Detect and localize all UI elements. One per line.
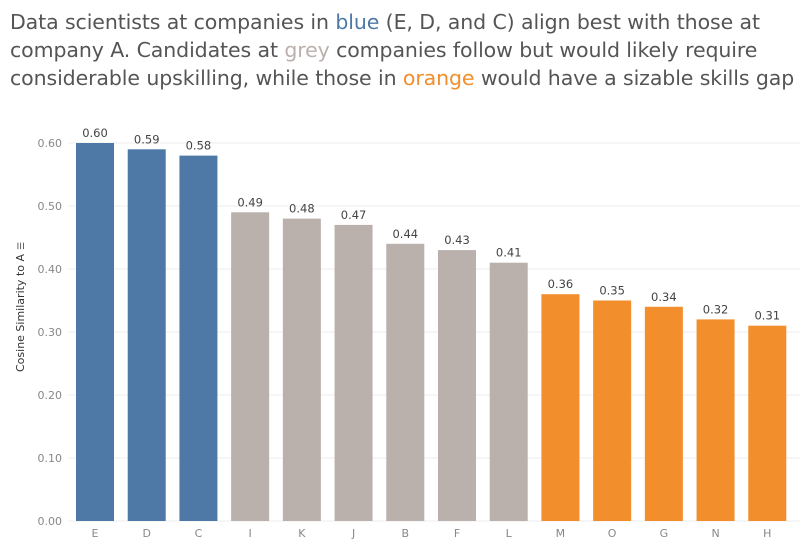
bar-K[interactable] bbox=[282, 218, 321, 521]
x-tick-label-H: H bbox=[763, 527, 771, 540]
y-axis-label-text: Cosine Similarity to A bbox=[14, 253, 27, 372]
x-tick-label-C: C bbox=[195, 527, 203, 540]
data-label-J: 0.47 bbox=[341, 208, 367, 222]
bar-M[interactable] bbox=[541, 294, 580, 521]
title-text-3: companies follow but would likely requir… bbox=[10, 38, 758, 90]
y-tick-label: 0.20 bbox=[38, 389, 63, 402]
bar-B[interactable] bbox=[386, 243, 425, 522]
bar-N[interactable] bbox=[696, 319, 735, 521]
bar-F[interactable] bbox=[438, 250, 476, 521]
y-tick-label: 0.30 bbox=[38, 326, 63, 339]
data-label-O: 0.35 bbox=[599, 284, 625, 298]
bar-G[interactable] bbox=[644, 306, 683, 521]
x-tick-label-K: K bbox=[298, 527, 306, 540]
title-text-2: (E, D, and C) align best with those at c… bbox=[10, 10, 760, 62]
x-tick-label-G: G bbox=[660, 527, 669, 540]
bar-E[interactable] bbox=[76, 143, 114, 521]
x-tick-label-F: F bbox=[454, 527, 460, 540]
data-label-D: 0.59 bbox=[134, 132, 160, 146]
x-tick-label-I: I bbox=[249, 527, 252, 540]
y-tick-label: 0.50 bbox=[38, 200, 63, 213]
data-label-F: 0.43 bbox=[444, 233, 470, 247]
data-label-K: 0.48 bbox=[289, 202, 315, 216]
bar-D[interactable] bbox=[127, 149, 166, 522]
data-label-M: 0.36 bbox=[548, 277, 574, 291]
x-tick-label-D: D bbox=[142, 527, 150, 540]
title-text-4: would have a sizable skills gap bbox=[474, 66, 795, 90]
x-tick-label-B: B bbox=[402, 527, 410, 540]
gridlines bbox=[68, 142, 800, 522]
bar-H[interactable] bbox=[748, 325, 787, 521]
data-label-L: 0.41 bbox=[496, 246, 522, 260]
chart-title: Data scientists at companies in blue (E,… bbox=[10, 8, 805, 92]
data-label-C: 0.58 bbox=[186, 139, 212, 153]
y-tick-label: 0.60 bbox=[38, 137, 63, 150]
sort-descending-icon[interactable]: ☰ bbox=[17, 241, 27, 250]
x-tick-label-L: L bbox=[506, 527, 513, 540]
y-axis-label: Cosine Similarity to A ☰ bbox=[14, 242, 27, 372]
bars bbox=[76, 143, 787, 522]
x-tick-label-E: E bbox=[92, 527, 99, 540]
bar-J[interactable] bbox=[334, 224, 373, 521]
data-label-N: 0.32 bbox=[703, 302, 729, 316]
x-tick-label-J: J bbox=[351, 527, 355, 540]
y-tick-label: 0.40 bbox=[38, 263, 63, 276]
y-axis-ticks: 0.00 0.10 0.20 0.30 0.40 0.50 0.60 bbox=[38, 137, 63, 528]
bar-I[interactable] bbox=[231, 212, 270, 522]
y-tick-label: 0.00 bbox=[38, 515, 63, 528]
data-label-E: 0.60 bbox=[82, 126, 108, 140]
x-tick-label-O: O bbox=[608, 527, 617, 540]
data-label-I: 0.49 bbox=[237, 195, 263, 209]
bar-L[interactable] bbox=[489, 262, 528, 521]
title-orange-word: orange bbox=[402, 66, 475, 90]
data-label-B: 0.44 bbox=[392, 227, 418, 241]
bar-O[interactable] bbox=[593, 300, 632, 522]
title-grey-word: grey bbox=[284, 38, 330, 62]
y-tick-label: 0.10 bbox=[38, 452, 63, 465]
title-text-1: Data scientists at companies in bbox=[10, 10, 336, 34]
data-labels: 0.60 0.59 0.58 0.49 0.48 0.47 0.44 0.43 0.41 0.36… bbox=[82, 126, 780, 323]
title-blue-word: blue bbox=[335, 10, 380, 34]
data-label-G: 0.34 bbox=[651, 290, 677, 304]
x-tick-label-M: M bbox=[556, 527, 566, 540]
bar-C[interactable] bbox=[179, 155, 218, 521]
x-tick-label-N: N bbox=[711, 527, 719, 540]
data-label-H: 0.31 bbox=[754, 309, 780, 323]
